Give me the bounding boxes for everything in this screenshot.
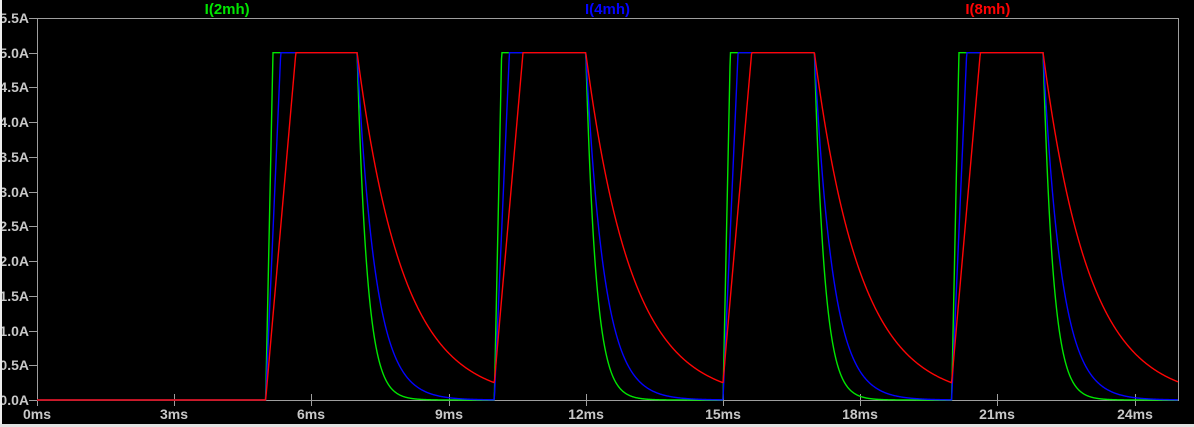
legend-label-trace-2[interactable]: I(4mh) bbox=[585, 1, 630, 18]
window-edge-left bbox=[0, 0, 2, 427]
trace-i-2mh bbox=[37, 52, 1178, 401]
x-tick-label: 24ms bbox=[1117, 406, 1153, 422]
legend-label-trace-1[interactable]: I(2mh) bbox=[204, 1, 250, 18]
y-tick-label: 3.5A bbox=[0, 149, 29, 165]
y-tick-label: 4.0A bbox=[0, 114, 29, 130]
trace-i-8mh bbox=[37, 52, 1179, 401]
y-tick-label: 0.5A bbox=[0, 357, 29, 373]
x-tick-label: 21ms bbox=[979, 406, 1015, 422]
y-tick-label: 5.0A bbox=[0, 45, 29, 61]
y-tick-label: 5.5A bbox=[0, 10, 29, 26]
x-tick-label: 0ms bbox=[23, 406, 51, 422]
x-tick-label: 12ms bbox=[568, 406, 604, 422]
y-tick-label: 2.5A bbox=[0, 218, 29, 234]
legend-label-trace-3[interactable]: I(8mh) bbox=[965, 1, 1011, 18]
y-tick-label: 1.5A bbox=[0, 288, 29, 304]
window-edge-bottom bbox=[0, 424, 1194, 427]
x-tick-label: 6ms bbox=[297, 406, 325, 422]
y-tick-label: 1.0A bbox=[0, 323, 29, 339]
y-tick-label: 2.0A bbox=[0, 253, 29, 269]
x-tick-label: 18ms bbox=[842, 406, 878, 422]
trace-i-4mh bbox=[37, 52, 1178, 401]
y-tick-label: 0.0A bbox=[0, 392, 29, 408]
x-tick-label: 15ms bbox=[705, 406, 741, 422]
y-tick-label: 4.5A bbox=[0, 79, 29, 95]
y-tick-label: 3.0A bbox=[0, 184, 29, 200]
plot-frame bbox=[37, 18, 1179, 401]
x-tick-label: 9ms bbox=[435, 406, 463, 422]
x-tick-label: 3ms bbox=[160, 406, 188, 422]
